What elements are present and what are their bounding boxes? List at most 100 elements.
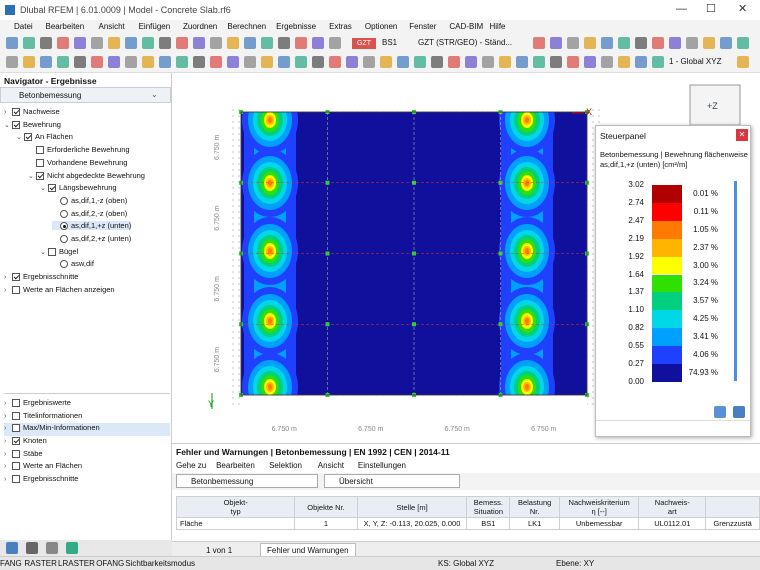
maximize-button[interactable]: ☐ xyxy=(706,3,716,15)
toolbar-button[interactable] xyxy=(142,37,154,49)
toolbar-button[interactable] xyxy=(91,56,103,68)
radio[interactable] xyxy=(60,235,68,244)
tree-item[interactable]: ⌄ Längsbewehrung xyxy=(40,183,117,193)
toolbar-button[interactable] xyxy=(618,56,630,68)
tab-icon[interactable] xyxy=(46,542,58,554)
toolbar-button[interactable] xyxy=(125,37,137,49)
display-item[interactable]: › Ergebniswerte xyxy=(4,398,71,408)
toolbar-button[interactable] xyxy=(431,56,443,68)
toolbar-button[interactable] xyxy=(720,37,732,49)
tab-icon[interactable] xyxy=(6,542,18,554)
toolbar-button[interactable] xyxy=(312,37,324,49)
toolbar-button[interactable] xyxy=(74,56,86,68)
checkbox[interactable] xyxy=(48,247,56,256)
table-row[interactable]: Fläche 1 X, Y, Z: -0.113, 20.025, 0.000 BS1… xyxy=(175,517,760,530)
status-toggle[interactable]: Sichtbarkeitsmodus xyxy=(125,559,196,568)
menu-item[interactable]: CAD-BIM xyxy=(449,22,484,31)
toolbar-button[interactable] xyxy=(618,37,630,49)
tree-item[interactable]: Erforderliche Bewehrung xyxy=(28,145,130,155)
tree-item[interactable]: as,dif,2,+z (unten) xyxy=(52,234,131,244)
checkbox[interactable] xyxy=(12,399,20,408)
toolbar-button[interactable] xyxy=(567,56,579,68)
checkbox[interactable] xyxy=(12,108,20,117)
tree-item[interactable]: ⌄ Nicht abgedeckte Bewehrung xyxy=(28,170,145,180)
toolbar-button[interactable] xyxy=(176,37,188,49)
checkbox[interactable] xyxy=(12,462,20,471)
menu-item[interactable]: Berechnen xyxy=(227,22,267,31)
checkbox[interactable] xyxy=(36,158,44,167)
menu-item[interactable]: Hilfe xyxy=(489,22,506,31)
toolbar-button[interactable] xyxy=(40,56,52,68)
toolbar-button[interactable] xyxy=(108,56,120,68)
toolbar-button[interactable] xyxy=(397,56,409,68)
toolbar-button[interactable] xyxy=(295,37,307,49)
minimize-button[interactable]: — xyxy=(676,3,687,15)
display-item[interactable]: › Titelinformationen xyxy=(4,410,83,420)
tab-icon[interactable] xyxy=(26,542,38,554)
toolbar-button[interactable] xyxy=(261,37,273,49)
tree-item[interactable]: ⌄ An Flächen xyxy=(16,132,73,142)
checkbox[interactable] xyxy=(12,120,20,129)
toolbar-button[interactable] xyxy=(193,37,205,49)
load-case-dropdown[interactable]: BS1 xyxy=(382,38,398,47)
menu-item[interactable]: Ergebnisse xyxy=(276,22,317,31)
toolbar-button[interactable] xyxy=(465,56,477,68)
menu-item[interactable]: Datei xyxy=(14,22,33,31)
toolbar-button[interactable] xyxy=(448,56,460,68)
module-dropdown[interactable]: Betonbemessung xyxy=(176,474,318,488)
results-menu-item[interactable]: Einstellungen xyxy=(357,461,406,470)
toolbar-button[interactable] xyxy=(227,56,239,68)
toolbar-button[interactable] xyxy=(159,37,171,49)
checkbox[interactable] xyxy=(48,184,56,193)
toolbar-button[interactable] xyxy=(363,56,375,68)
toolbar-button[interactable] xyxy=(295,56,307,68)
toolbar-button[interactable] xyxy=(635,37,647,49)
checkbox[interactable] xyxy=(36,146,44,155)
toolbar-button[interactable] xyxy=(414,56,426,68)
toolbar-button[interactable] xyxy=(40,37,52,49)
navigator-dropdown[interactable]: Betonbemessung ⌄ xyxy=(0,87,171,103)
display-item[interactable]: › Ergebnisschnitte xyxy=(4,474,79,484)
toolbar-button[interactable] xyxy=(550,37,562,49)
checkbox[interactable] xyxy=(12,285,20,294)
legend-slider[interactable] xyxy=(734,181,737,381)
panel-close[interactable]: ✕ xyxy=(736,129,748,141)
toolbar-button[interactable] xyxy=(244,37,256,49)
toolbar-button[interactable] xyxy=(57,37,69,49)
toolbar-button[interactable] xyxy=(210,37,222,49)
toolbar-button[interactable] xyxy=(533,56,545,68)
close-button[interactable]: ✕ xyxy=(738,3,748,15)
display-item[interactable]: › Stäbe xyxy=(4,448,43,458)
toolbar-button[interactable] xyxy=(193,56,205,68)
toolbar-button[interactable] xyxy=(261,56,273,68)
display-item[interactable]: › Werte an Flächen xyxy=(4,461,83,471)
combination-dropdown[interactable]: GZT (STR/GEO) - Ständ... xyxy=(418,38,513,47)
toolbar-button[interactable] xyxy=(516,56,528,68)
results-menu-item[interactable]: Ansicht xyxy=(317,461,345,470)
tree-item[interactable]: › Ergebnisschnitte xyxy=(4,272,79,282)
results-menu-item[interactable]: Selektion xyxy=(269,461,303,470)
toolbar-button[interactable] xyxy=(278,37,290,49)
menu-item[interactable]: Bearbeiten xyxy=(45,22,85,31)
toolbar-button[interactable] xyxy=(6,56,18,68)
toolbar-button[interactable] xyxy=(601,56,613,68)
checkbox[interactable] xyxy=(12,424,20,433)
menu-item[interactable]: Optionen xyxy=(364,22,398,31)
tree-item[interactable]: asw,dif xyxy=(52,259,94,269)
toolbar-button[interactable] xyxy=(584,56,596,68)
radio[interactable] xyxy=(60,260,68,269)
checkbox[interactable] xyxy=(12,475,20,484)
toolbar-button[interactable] xyxy=(329,56,341,68)
toolbar-button[interactable] xyxy=(737,56,749,68)
status-toggle[interactable]: LRASTER xyxy=(58,559,95,568)
checkbox[interactable] xyxy=(12,449,20,458)
toolbar-button[interactable] xyxy=(278,56,290,68)
toolbar-button[interactable] xyxy=(91,37,103,49)
display-item[interactable]: › Max/Min-Informationen xyxy=(4,423,170,437)
tree-item[interactable]: as,dif,1,+z (unten) xyxy=(52,221,132,231)
menu-item[interactable]: Extras xyxy=(329,22,352,31)
menu-item[interactable]: Ansicht xyxy=(98,22,125,31)
menu-item[interactable]: Einfügen xyxy=(138,22,171,31)
toolbar-button[interactable] xyxy=(244,56,256,68)
toolbar-button[interactable] xyxy=(669,37,681,49)
